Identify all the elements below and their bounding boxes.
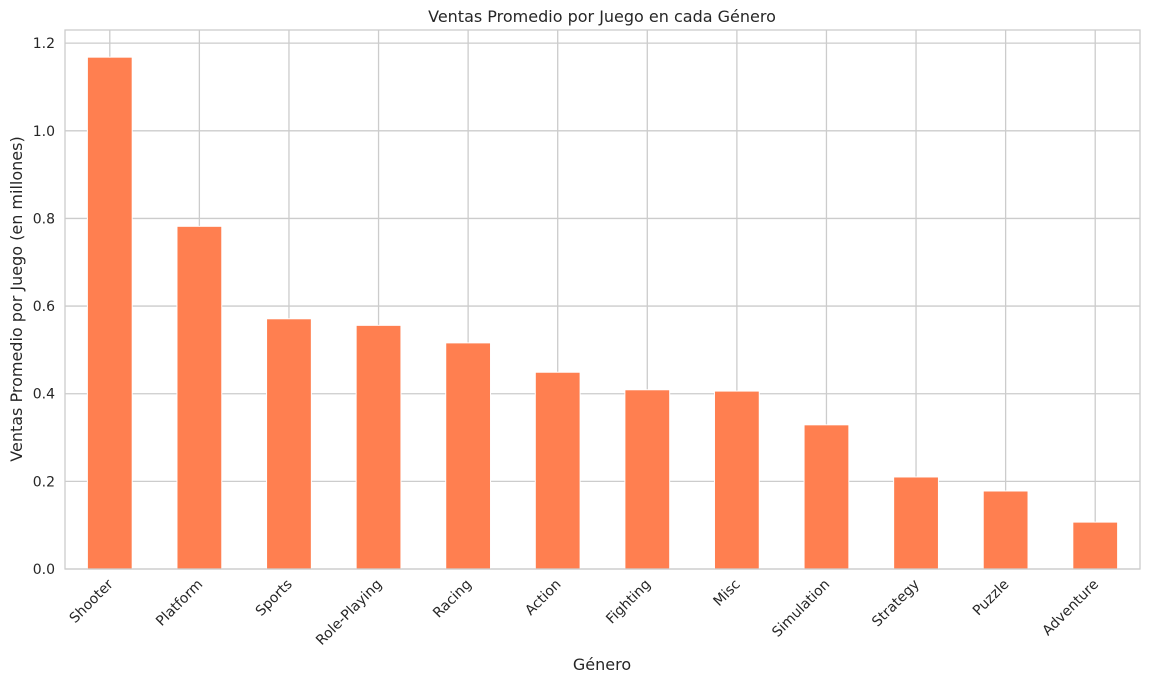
bar-misc — [713, 390, 760, 570]
y-tick-label: 1.2 — [33, 36, 55, 52]
bar-role-playing — [355, 324, 402, 570]
bar-adventure — [1072, 521, 1119, 570]
bar-shooter — [86, 56, 133, 570]
x-tick-label: Shooter — [67, 576, 117, 626]
y-tick-label: 0.4 — [33, 387, 55, 403]
bar-fighting — [624, 389, 671, 570]
x-tick-label: Platform — [153, 577, 206, 630]
x-tick-label: Misc — [710, 577, 743, 610]
bar-action — [534, 371, 581, 570]
bar-racing — [445, 342, 492, 570]
x-tick-label: Sports — [253, 577, 296, 620]
bar-puzzle — [982, 490, 1029, 570]
x-tick-label: Racing — [430, 577, 475, 622]
x-tick-label: Fighting — [603, 577, 654, 628]
y-tick-label: 0.2 — [33, 474, 55, 490]
bar-sports — [266, 318, 312, 570]
x-tick-label: Role-Playing — [313, 577, 385, 649]
x-axis-title: Género — [573, 655, 631, 674]
plot-frame — [64, 29, 1141, 570]
bar-simulation — [803, 424, 850, 570]
x-tick-label: Adventure — [1040, 577, 1103, 640]
bar-platform — [176, 225, 223, 570]
bars — [86, 56, 1119, 570]
x-tick-labels: Shooter Platform Sports Role-Playing Racing A… — [67, 576, 1102, 648]
y-tick-label: 0.0 — [33, 562, 55, 578]
chart-title: Ventas Promedio por Juego en cada Género — [428, 7, 776, 26]
y-tick-label: 1.0 — [33, 124, 55, 140]
y-tick-label: 0.6 — [33, 299, 55, 315]
y-tick-label: 0.8 — [33, 211, 55, 227]
grid-lines — [65, 30, 1140, 570]
x-tick-label: Strategy — [869, 577, 923, 631]
bar-strategy — [893, 476, 939, 570]
plot-border — [64, 29, 1141, 570]
x-tick-label: Puzzle — [970, 577, 1013, 620]
y-tick-labels: 0.0 0.2 0.4 0.6 0.8 1.0 1.2 — [33, 36, 55, 578]
x-tick-label: Simulation — [769, 577, 833, 641]
x-tick-label: Action — [522, 577, 564, 619]
y-axis-title: Ventas Promedio por Juego (en millones) — [7, 136, 26, 461]
